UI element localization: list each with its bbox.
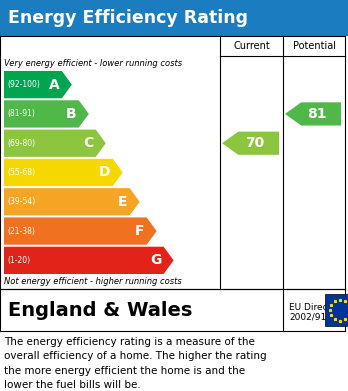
Text: (1-20): (1-20) [7, 256, 30, 265]
Polygon shape [4, 159, 123, 186]
Text: Very energy efficient - lower running costs: Very energy efficient - lower running co… [4, 59, 182, 68]
Polygon shape [4, 100, 89, 127]
Polygon shape [4, 71, 72, 98]
Text: (55-68): (55-68) [7, 168, 35, 177]
Text: C: C [84, 136, 94, 150]
Bar [0, 0, 348, 36]
Polygon shape [4, 188, 140, 215]
Polygon shape [285, 102, 341, 126]
Text: 2002/91/EC: 2002/91/EC [289, 312, 341, 321]
Text: Not energy efficient - higher running costs: Not energy efficient - higher running co… [4, 278, 182, 287]
Text: B: B [66, 107, 77, 121]
Polygon shape [4, 129, 106, 157]
Text: (81-91): (81-91) [7, 109, 35, 118]
Text: England & Wales: England & Wales [8, 301, 192, 319]
Text: The energy efficiency rating is a measure of the
overall efficiency of a home. T: The energy efficiency rating is a measur… [4, 337, 267, 390]
Text: (92-100): (92-100) [7, 80, 40, 89]
Text: Current: Current [233, 41, 270, 51]
Text: E: E [118, 195, 128, 209]
Bar [325, 294, 348, 326]
Polygon shape [4, 247, 174, 274]
Text: (21-38): (21-38) [7, 226, 35, 235]
Text: D: D [99, 165, 111, 179]
Text: (39-54): (39-54) [7, 197, 35, 206]
Text: F: F [135, 224, 145, 238]
Text: 81: 81 [307, 107, 327, 121]
Text: G: G [150, 253, 161, 267]
Text: Energy Efficiency Rating: Energy Efficiency Rating [8, 9, 248, 27]
Text: A: A [49, 78, 60, 91]
Text: 70: 70 [245, 136, 264, 150]
Text: Potential: Potential [293, 41, 335, 51]
Text: (69-80): (69-80) [7, 139, 35, 148]
Polygon shape [4, 217, 157, 245]
Text: EU Directive: EU Directive [289, 303, 345, 312]
Polygon shape [222, 132, 279, 155]
